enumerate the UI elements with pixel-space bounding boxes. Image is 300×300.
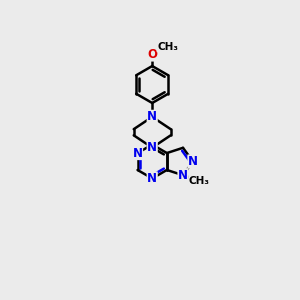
Text: N: N [188, 155, 198, 168]
Text: N: N [133, 146, 142, 160]
Text: N: N [147, 110, 157, 123]
Text: CH₃: CH₃ [189, 176, 210, 186]
Text: N: N [178, 169, 188, 182]
Text: N: N [147, 172, 157, 185]
Text: CH₃: CH₃ [157, 42, 178, 52]
Text: O: O [147, 48, 157, 61]
Text: N: N [147, 141, 157, 154]
